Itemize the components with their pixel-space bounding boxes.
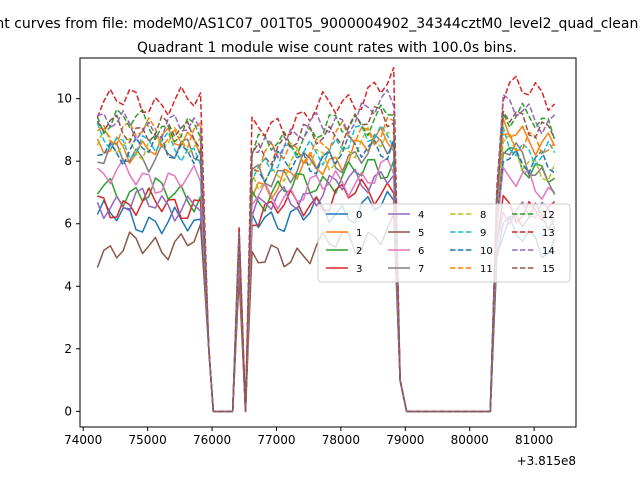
series-line-6: [96, 157, 556, 413]
legend-label: 5: [418, 228, 424, 239]
y-tick-label: 8: [64, 154, 72, 168]
x-tick-label: 77000: [257, 433, 295, 447]
x-tick-label: 81000: [515, 433, 553, 447]
x-tick-label: 78000: [322, 433, 360, 447]
legend-label: 10: [480, 246, 493, 257]
axes-frame: [79, 57, 577, 428]
legend-label: 2: [356, 246, 362, 257]
x-tick-label: 79000: [386, 433, 424, 447]
legend-label: 13: [542, 228, 555, 239]
legend-label: 0: [356, 210, 362, 221]
chart-title: Quadrant 1 module wise count rates with …: [137, 40, 517, 56]
x-tick-label: 74000: [64, 433, 102, 447]
legend-label: 11: [480, 264, 493, 275]
legend-label: 4: [418, 210, 424, 221]
y-tick-label: 2: [64, 342, 72, 356]
legend-label: 6: [418, 246, 424, 257]
legend-label: 3: [356, 264, 362, 275]
figure-suptitle: Light curves from file: modeM0/AS1C07_00…: [0, 16, 640, 32]
legend-label: 9: [480, 228, 486, 239]
legend-label: 1: [356, 228, 362, 239]
y-tick-label: 0: [64, 404, 72, 418]
legend-label: 14: [542, 246, 555, 257]
legend-box: [317, 203, 571, 283]
x-offset-label: +3.815e8: [517, 454, 576, 468]
y-axis: 0 2 4 6 8 10: [57, 92, 80, 418]
x-tick-label: 76000: [193, 433, 231, 447]
legend-label: 8: [480, 210, 486, 221]
y-tick-label: 10: [57, 92, 72, 106]
legend-label: 15: [542, 264, 555, 275]
y-tick-label: 6: [64, 217, 72, 231]
x-tick-label: 80000: [451, 433, 489, 447]
series-line-15: [96, 105, 556, 413]
x-tick-label: 75000: [129, 433, 167, 447]
y-tick-label: 4: [64, 279, 72, 293]
x-axis: 74000 75000 76000 77000 78000 79000 80000 81000: [64, 427, 553, 447]
legend-label: 7: [418, 264, 424, 275]
series-line-14: [97, 88, 556, 413]
legend-label: 12: [542, 210, 555, 221]
